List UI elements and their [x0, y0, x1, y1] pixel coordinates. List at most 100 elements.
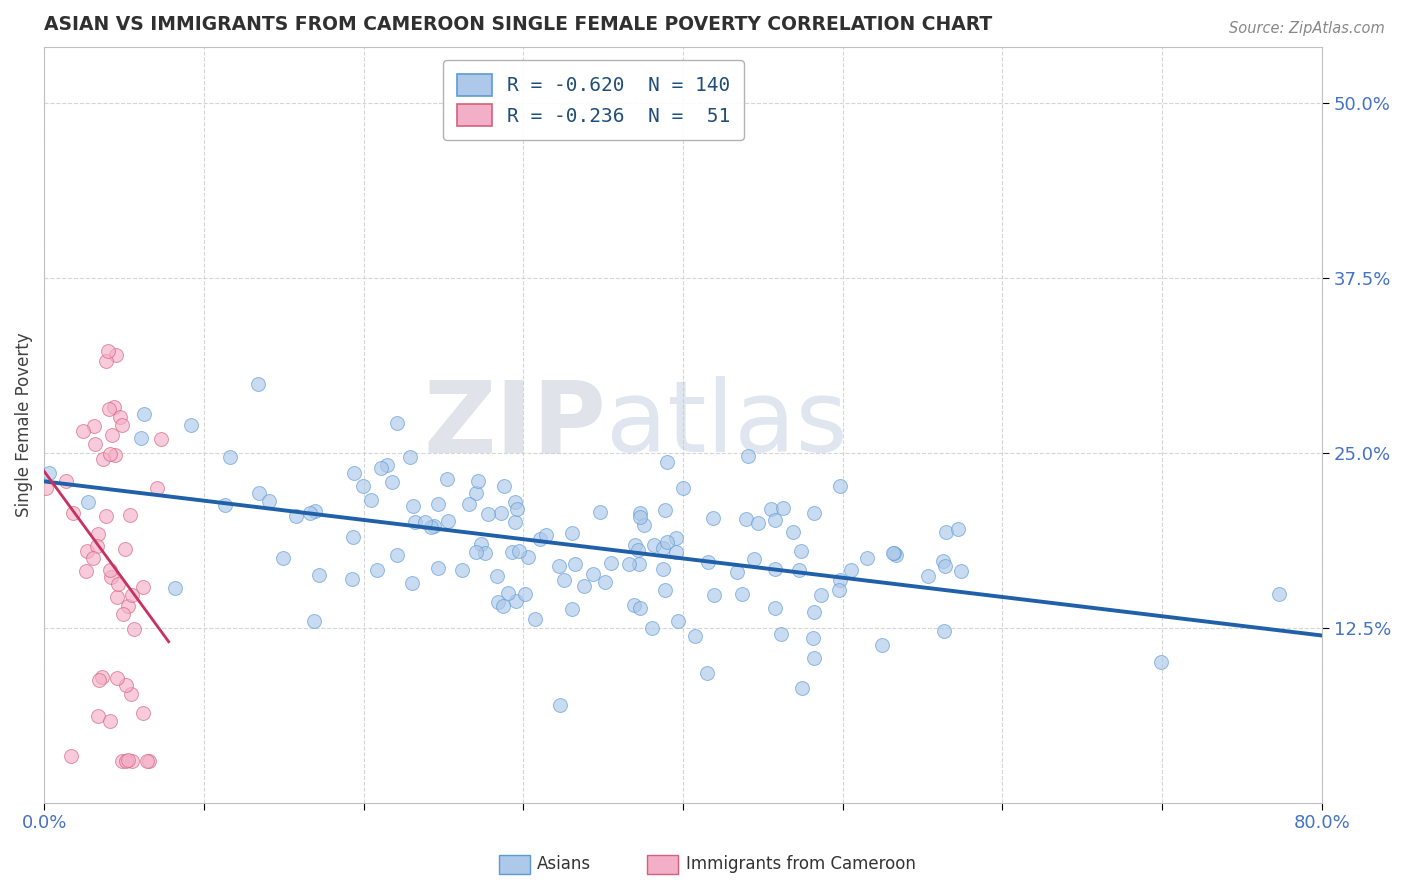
Point	[121, 588, 143, 602]
Point	[149, 433, 172, 447]
Point	[145, 481, 167, 495]
Point	[82, 551, 104, 566]
Point	[427, 561, 450, 575]
Point	[94, 353, 117, 368]
Point	[104, 449, 127, 463]
Point	[98, 401, 121, 416]
Point	[801, 631, 824, 645]
Point	[627, 543, 650, 558]
Point	[72, 425, 94, 439]
Point	[770, 626, 793, 640]
Point	[38, 467, 60, 481]
Point	[111, 754, 134, 768]
Point	[470, 537, 492, 551]
Point	[503, 495, 526, 509]
Point	[105, 591, 128, 605]
Point	[465, 486, 488, 500]
Point	[665, 531, 688, 545]
Point	[747, 516, 769, 530]
Point	[104, 348, 127, 362]
Point	[385, 416, 408, 430]
Point	[360, 493, 382, 508]
Point	[703, 588, 725, 602]
Point	[308, 568, 330, 582]
Point	[790, 681, 813, 696]
Point	[124, 622, 146, 636]
Point	[91, 452, 114, 467]
Point	[763, 513, 786, 527]
Point	[103, 400, 125, 414]
Point	[731, 586, 754, 600]
Point	[366, 563, 388, 577]
Point	[491, 599, 513, 614]
Point	[505, 515, 527, 529]
Point	[553, 573, 575, 587]
Point	[623, 598, 645, 612]
Point	[491, 506, 513, 520]
Point	[624, 538, 647, 552]
Point	[582, 567, 605, 582]
Point	[946, 522, 969, 536]
Point	[628, 506, 651, 520]
Point	[505, 593, 527, 607]
Point	[114, 754, 136, 768]
Point	[76, 495, 98, 509]
Point	[385, 548, 408, 562]
Point	[257, 493, 280, 508]
Point	[75, 564, 97, 578]
Point	[87, 709, 110, 723]
Point	[950, 564, 973, 578]
Point	[271, 551, 294, 566]
Point	[381, 475, 404, 489]
Point	[340, 572, 363, 586]
Point	[666, 614, 689, 628]
Point	[536, 527, 558, 541]
Point	[131, 706, 153, 720]
Point	[108, 409, 131, 424]
Point	[641, 621, 664, 635]
Point	[600, 556, 623, 570]
Point	[697, 555, 720, 569]
Point	[118, 508, 141, 522]
Point	[633, 517, 655, 532]
Point	[114, 541, 136, 556]
Point	[402, 499, 425, 513]
Point	[588, 505, 610, 519]
Point	[870, 638, 893, 652]
Point	[513, 587, 536, 601]
Point	[218, 450, 240, 464]
Point	[803, 605, 825, 619]
Point	[55, 474, 77, 488]
Point	[97, 343, 120, 358]
Point	[180, 417, 202, 432]
Point	[564, 558, 586, 572]
Point	[917, 568, 939, 582]
Point	[83, 436, 105, 450]
Point	[884, 548, 907, 562]
Point	[107, 576, 129, 591]
Point	[35, 482, 58, 496]
Point	[467, 474, 489, 488]
Point	[572, 579, 595, 593]
Point	[934, 624, 956, 638]
Point	[298, 506, 321, 520]
Point	[135, 754, 157, 768]
Point	[855, 551, 877, 566]
Point	[163, 582, 186, 596]
Point	[214, 498, 236, 512]
Point	[935, 525, 957, 540]
Point	[111, 417, 134, 432]
Point	[593, 574, 616, 589]
Point	[436, 472, 458, 486]
Point	[643, 538, 665, 552]
Point	[115, 677, 138, 691]
Point	[101, 427, 124, 442]
Point	[129, 431, 152, 445]
Point	[132, 407, 155, 421]
Point	[652, 562, 675, 576]
Point	[782, 524, 804, 539]
Point	[627, 557, 650, 571]
Point	[803, 651, 825, 665]
Point	[343, 466, 366, 480]
Point	[830, 479, 852, 493]
